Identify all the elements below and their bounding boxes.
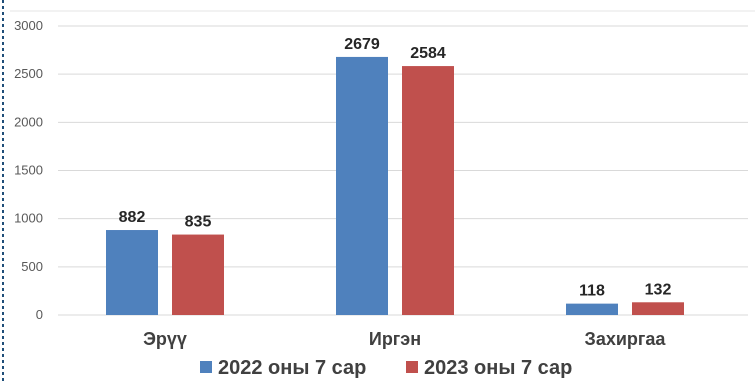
legend-label-series-1: 2022 оны 7 сар [218, 357, 366, 379]
category-label-захиргаа: Захиргаа [585, 329, 667, 349]
y-tick-label-1500: 1500 [14, 163, 43, 178]
data-labels: 882 835 2679 2584 118 132 [119, 36, 672, 300]
category-label-иргэн: Иргэн [369, 329, 421, 349]
bar-иргэн-series-2 [402, 66, 454, 315]
y-tick-label-1000: 1000 [14, 211, 43, 226]
legend-swatch-series-2 [406, 361, 418, 373]
legend-swatch-series-1 [200, 361, 212, 373]
y-tick-label-500: 500 [21, 259, 43, 274]
y-tick-label-3000: 3000 [14, 18, 43, 33]
bar-захиргаа-series-2 [632, 302, 684, 315]
y-tick-label-0: 0 [36, 307, 43, 322]
legend: 2022 оны 7 сар 2023 оны 7 сар [200, 357, 572, 379]
bar-эрүү-series-2 [172, 234, 224, 315]
bars [106, 56, 684, 315]
data-label-иргэн-series-2: 2584 [410, 45, 446, 62]
bar-захиргаа-series-1 [566, 303, 618, 315]
y-tick-label-2000: 2000 [14, 114, 43, 129]
legend-label-series-2: 2023 оны 7 сар [424, 357, 572, 379]
data-label-захиргаа-series-1: 118 [579, 283, 605, 300]
data-label-эрүү-series-2: 835 [185, 214, 212, 231]
y-axis: 0 500 1000 1500 2000 2500 3000 [14, 18, 43, 322]
bar-эрүү-series-1 [106, 230, 158, 315]
y-tick-label-2500: 2500 [14, 66, 43, 81]
data-label-захиргаа-series-2: 132 [645, 281, 672, 298]
category-label-эрүү: Эрүү [143, 329, 187, 349]
data-label-эрүү-series-1: 882 [119, 209, 146, 226]
x-axis: Эрүү Иргэн Захиргаа [143, 329, 666, 349]
data-label-иргэн-series-1: 2679 [344, 36, 380, 53]
bar-иргэн-series-1 [336, 56, 388, 315]
